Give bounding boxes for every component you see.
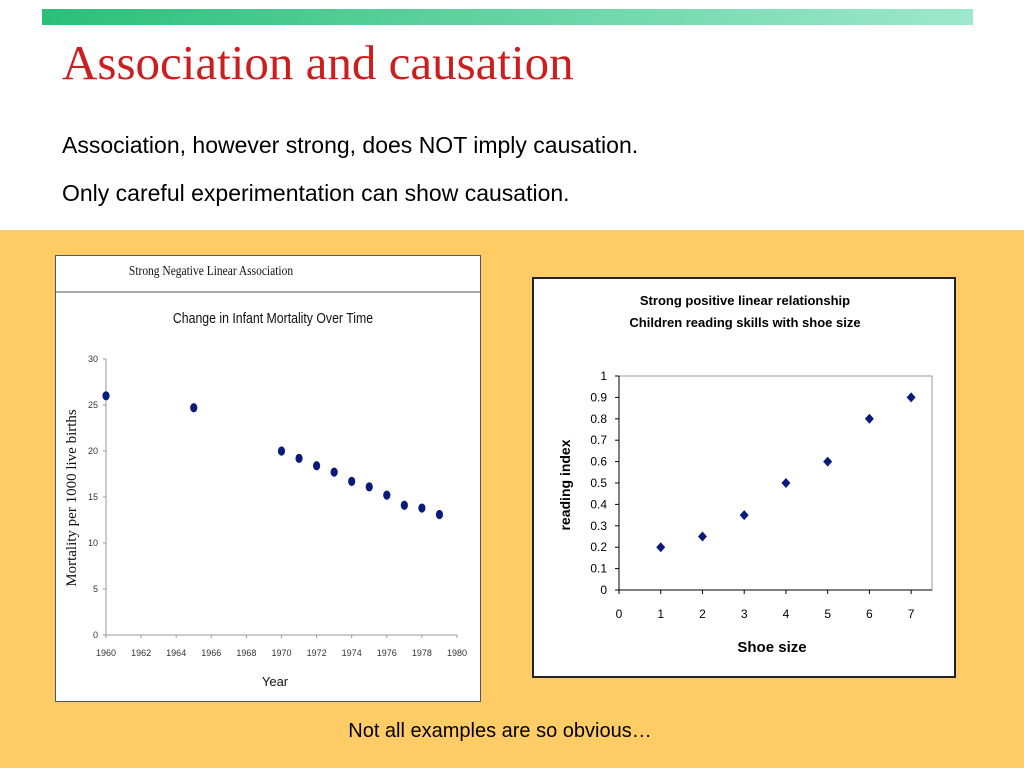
- data-point: [697, 531, 707, 542]
- footer-note: Not all examples are so obvious…: [348, 720, 652, 742]
- y-tick-label: 1: [600, 369, 607, 383]
- data-point: [906, 392, 916, 403]
- data-point: [400, 500, 408, 510]
- data-point: [190, 403, 198, 413]
- data-point: [823, 456, 833, 467]
- y-tick-label: 0: [93, 630, 98, 640]
- y-tick-label: 0: [600, 583, 607, 597]
- x-tick-label: 1962: [131, 648, 151, 658]
- y-tick-label: 25: [88, 400, 98, 410]
- figure-header: Strong Negative Linear Association: [129, 263, 294, 278]
- top-accent-bar: [42, 9, 973, 25]
- data-point: [656, 542, 666, 553]
- shoe-size-chart: Strong positive linear relationship Chil…: [557, 293, 933, 656]
- x-tick-label: 5: [824, 607, 831, 621]
- bullet-experimentation: Only careful experimentation can show ca…: [62, 180, 570, 206]
- chart-title: Strong positive linear relationship: [640, 293, 850, 308]
- data-point: [295, 453, 303, 463]
- y-tick-label: 0.7: [590, 433, 607, 447]
- x-tick-label: 1974: [342, 648, 362, 658]
- x-tick-label: 3: [741, 607, 748, 621]
- y-tick-label: 10: [88, 538, 98, 548]
- y-tick-label: 0.6: [590, 455, 607, 469]
- x-tick-label: 1976: [377, 648, 397, 658]
- x-tick-label: 7: [908, 607, 915, 621]
- x-tick-label: 4: [783, 607, 790, 621]
- data-point: [102, 391, 110, 401]
- y-tick-label: 15: [88, 492, 98, 502]
- bullet-association: Association, however strong, does NOT im…: [62, 132, 639, 158]
- chart-panel: Strong Negative Linear Association Chang…: [0, 230, 1024, 768]
- chart-title: Change in Infant Mortality Over Time: [173, 310, 373, 326]
- data-point: [383, 490, 391, 500]
- data-point: [864, 413, 874, 424]
- y-tick-label: 5: [93, 584, 98, 594]
- data-point: [739, 510, 749, 521]
- data-point: [330, 467, 338, 477]
- slide-title: Association and causation: [62, 35, 574, 90]
- plot-area-border: [618, 375, 933, 591]
- data-point: [313, 461, 321, 471]
- y-tick-label: 0.4: [590, 497, 607, 511]
- y-tick-label: 30: [88, 354, 98, 364]
- x-tick-label: 0: [616, 607, 623, 621]
- infant-mortality-chart: Strong Negative Linear Association Chang…: [56, 263, 480, 689]
- y-tick-label: 0.9: [590, 390, 607, 404]
- infant-mortality-figure: Strong Negative Linear Association Chang…: [55, 255, 481, 702]
- x-tick-label: 1964: [166, 648, 186, 658]
- x-tick-label: 1968: [236, 648, 256, 658]
- x-tick-label: 2: [699, 607, 706, 621]
- x-tick-label: 1970: [271, 648, 291, 658]
- y-axis-title: reading index: [557, 439, 573, 530]
- data-point: [365, 482, 373, 492]
- x-tick-label: 1960: [96, 648, 116, 658]
- data-point: [348, 476, 356, 486]
- y-tick-label: 0.8: [590, 412, 607, 426]
- data-point: [277, 446, 286, 456]
- x-tick-label: 1: [657, 607, 664, 621]
- y-tick-label: 0.2: [590, 540, 607, 554]
- x-tick-label: 1972: [307, 648, 327, 658]
- data-point: [435, 509, 444, 520]
- y-axis-title: Mortality per 1000 live births: [64, 409, 80, 587]
- data-point: [781, 478, 791, 488]
- x-axis-title: Shoe size: [737, 639, 806, 656]
- y-tick-label: 0.5: [590, 476, 607, 490]
- x-tick-label: 1966: [201, 648, 221, 658]
- x-tick-label: 6: [866, 607, 873, 621]
- chart-subtitle: Children reading skills with shoe size: [629, 315, 860, 330]
- shoe-size-figure: Strong positive linear relationship Chil…: [532, 277, 956, 678]
- y-tick-label: 0.3: [590, 519, 607, 533]
- x-axis-title: Year: [262, 674, 289, 689]
- data-point: [418, 503, 426, 513]
- y-tick-label: 20: [88, 446, 98, 456]
- x-tick-label: 1978: [412, 648, 432, 658]
- x-tick-label: 1980: [447, 648, 467, 658]
- y-tick-label: 0.1: [590, 562, 607, 576]
